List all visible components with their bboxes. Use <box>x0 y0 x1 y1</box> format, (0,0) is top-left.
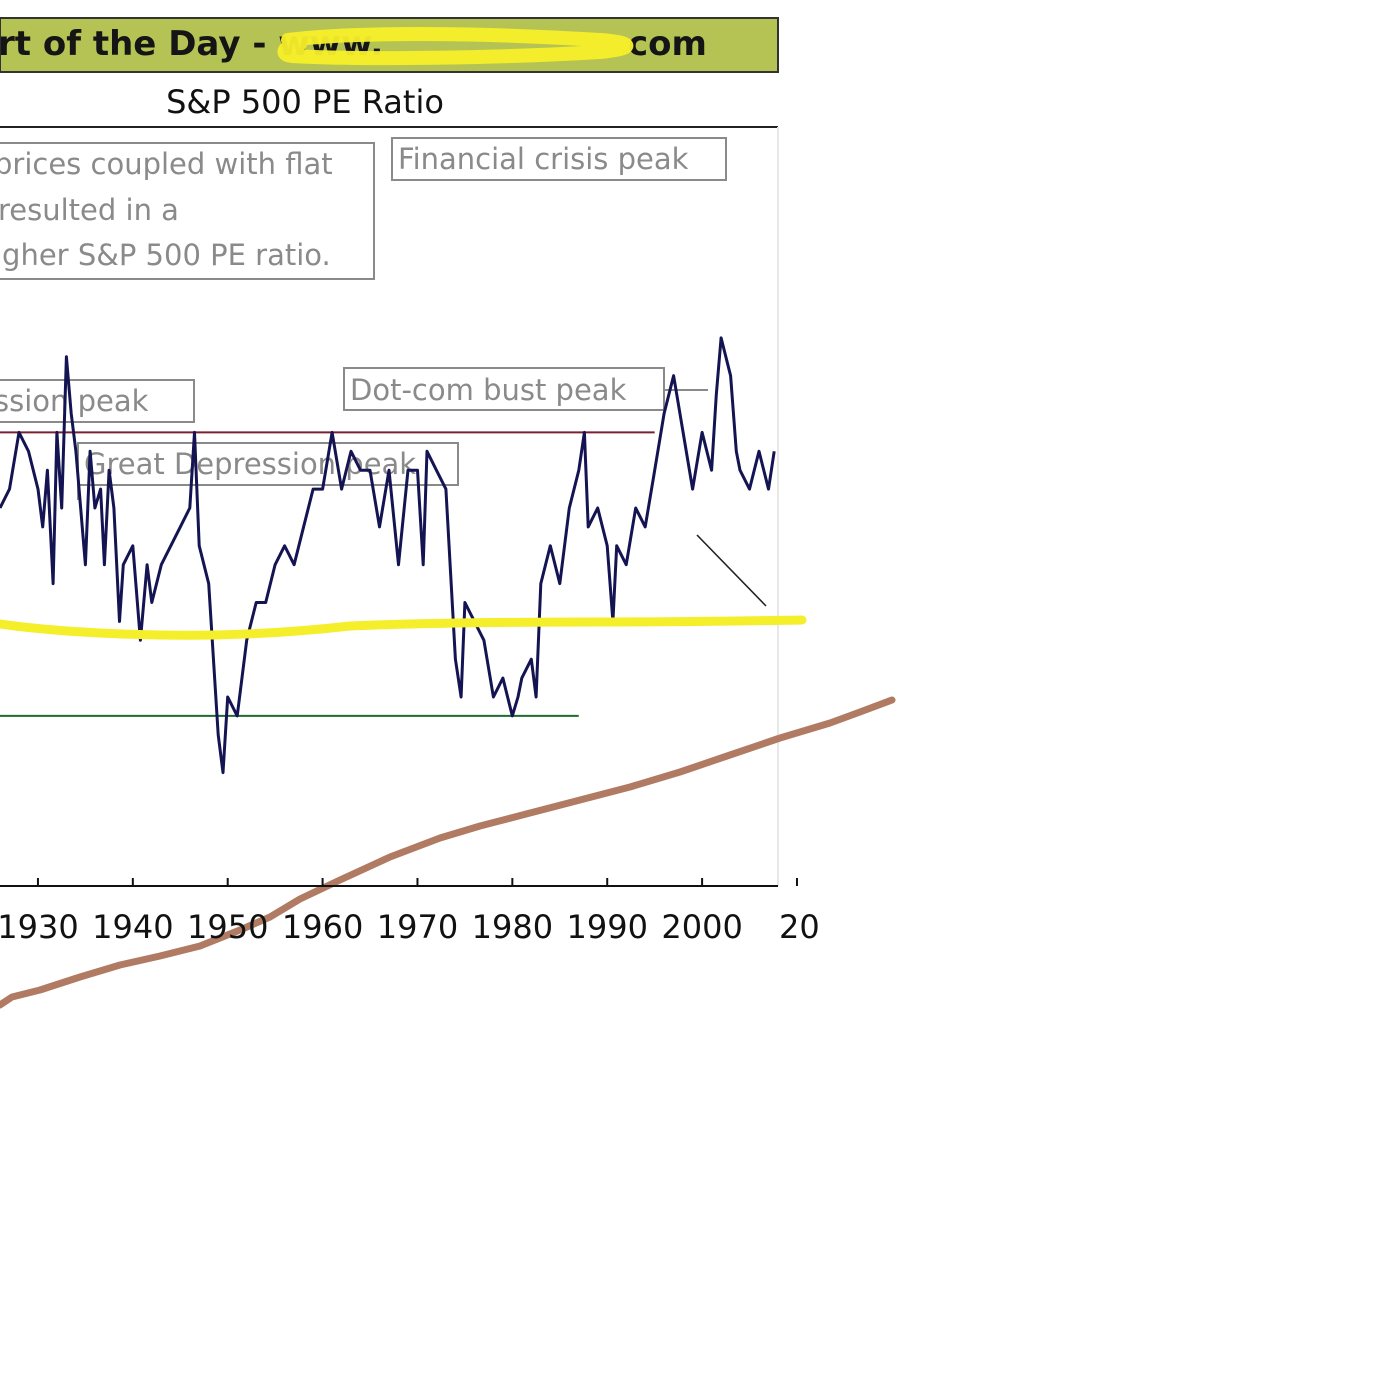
reference-lines <box>0 431 655 717</box>
x-tick-label-1960: 1960 <box>282 908 363 946</box>
chart-title: S&P 500 PE Ratio <box>166 83 444 121</box>
yellow-average-line <box>0 615 807 640</box>
note-box <box>0 142 375 280</box>
x-tick-label-20: 20 <box>779 908 820 946</box>
x-tick-label-1950: 1950 <box>187 908 268 946</box>
x-tick-label-1980: 1980 <box>472 908 553 946</box>
note-line-2: resulted in a <box>0 193 179 227</box>
header-url-tail: com <box>628 24 707 64</box>
series-line-0 <box>0 336 776 775</box>
depression-left-box <box>0 379 195 423</box>
brown-trend-line <box>0 696 896 1009</box>
x-tick-label-1930: 1930 <box>0 908 79 946</box>
decline-marker-line <box>696 534 767 607</box>
x-tick-label-2000: 2000 <box>661 908 742 946</box>
x-tick-label-1990: 1990 <box>567 908 648 946</box>
x-ticks: 1930 1940 1950 1960 1970 1980 1990 2000 20 <box>0 878 820 946</box>
note-line-3: igher S&P 500 PE ratio. <box>0 238 331 272</box>
dot-com-label: Dot-com bust peak <box>350 373 627 407</box>
x-tick-label-1940: 1940 <box>92 908 173 946</box>
financial-crisis-label: Financial crisis peak <box>398 142 689 176</box>
depression-left-label: ssion peak <box>0 384 149 418</box>
url-highlight-scribble <box>277 27 634 66</box>
financial-crisis-box <box>391 137 727 181</box>
great-depression-label: Great Depression peak <box>84 447 416 481</box>
x-tick-label-1970: 1970 <box>377 908 458 946</box>
note-line-1: prices coupled with flat <box>0 147 333 181</box>
pe-series <box>0 336 776 775</box>
